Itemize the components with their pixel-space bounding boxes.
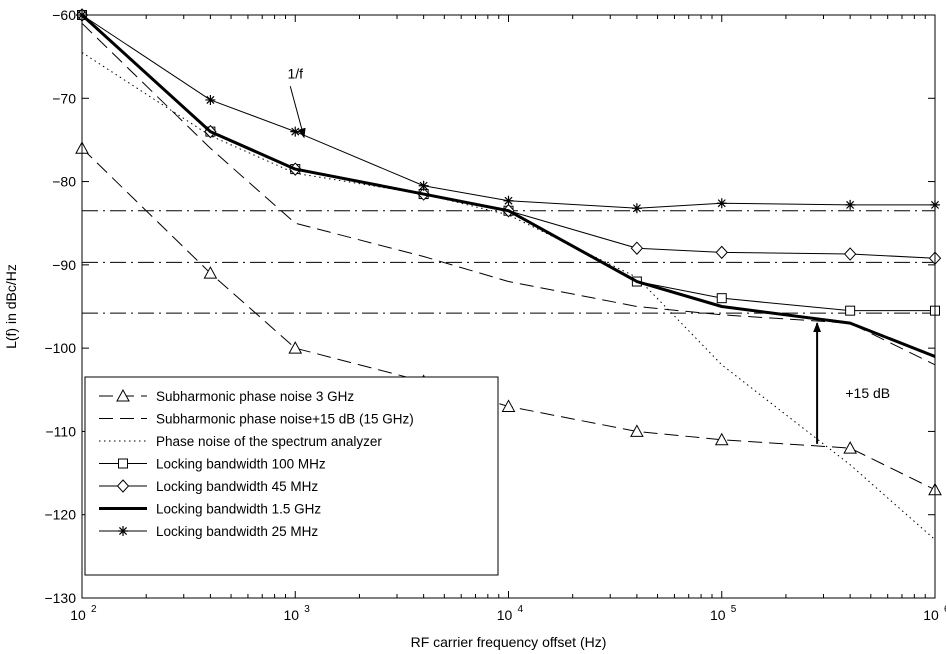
data-point: [714, 432, 729, 446]
legend-label: Locking bandwidth 25 MHz: [156, 524, 318, 539]
x-tick-label: 10: [710, 607, 726, 623]
legend-label: Subharmonic phase noise+15 dB (15 GHz): [156, 412, 414, 427]
data-point: [205, 94, 216, 105]
data-point: [843, 247, 857, 261]
series-line: [81, 14, 935, 312]
series-7: [77, 10, 940, 214]
data-point: [203, 266, 218, 279]
y-tick-label: −120: [44, 507, 76, 523]
y-tick-label: −110: [46, 423, 77, 439]
y-tick-label: −90: [52, 257, 76, 273]
y-tick-label: −60: [52, 7, 76, 23]
x-tick-exponent: 5: [731, 604, 737, 615]
legend-marker: [118, 526, 128, 536]
annotations: 1/f +15 dB: [287, 65, 890, 444]
legend-label: Locking bandwidth 1.5 GHz: [156, 502, 321, 517]
legend-label: Phase noise of the spectrum analyzer: [156, 434, 382, 449]
series-line: [81, 52, 936, 541]
legend-entry-1: Subharmonic phase noise 3 GHz: [99, 388, 354, 404]
legend-marker: [116, 388, 130, 402]
data-point: [503, 195, 514, 206]
x-tick-label: 10: [497, 607, 513, 623]
series-line: [81, 14, 935, 209]
data-point: [716, 293, 727, 304]
data-point: [288, 341, 303, 354]
data-point: [843, 441, 857, 454]
data-point: [716, 198, 727, 209]
y-tick-label: −70: [52, 90, 76, 106]
x-tick-label: 10: [923, 607, 939, 623]
x-axis-title: RF carrier frequency offset (Hz): [411, 634, 607, 650]
legend-marker: [118, 458, 128, 469]
data-point: [630, 424, 644, 437]
legend-label: Subharmonic phase noise 3 GHz: [156, 389, 354, 404]
y-axis-title: L(f) in dBc/Hz: [3, 264, 19, 349]
series-2: [81, 22, 936, 366]
y-tick-label: −130: [44, 590, 76, 606]
legend-entry-3: Phase noise of the spectrum analyzer: [99, 434, 382, 449]
legend-box: [84, 376, 499, 576]
data-point: [845, 199, 856, 210]
legend-entry-6: Locking bandwidth 1.5 GHz: [99, 502, 321, 517]
series-line: [80, 13, 936, 358]
x-tick-label: 10: [283, 607, 299, 623]
data-point: [845, 305, 856, 316]
data-point: [715, 245, 728, 260]
annotation-label-2: +15 dB: [845, 385, 890, 401]
legend-entry-7: Locking bandwidth 25 MHz: [99, 524, 318, 539]
x-tick-exponent: 2: [91, 604, 97, 615]
series-6: [80, 13, 936, 358]
x-tick-exponent: 3: [304, 604, 310, 615]
annotation-label-1: 1/f: [287, 65, 303, 81]
reference-lines: [82, 210, 935, 314]
legend-entry-2: Subharmonic phase noise+15 dB (15 GHz): [99, 412, 414, 427]
data-point: [630, 241, 644, 255]
data-point: [290, 126, 301, 137]
series-layer: [75, 8, 942, 541]
series-3: [81, 52, 936, 541]
legend-entry-5: Locking bandwidth 45 MHz: [99, 479, 318, 494]
y-tick-label: −100: [44, 340, 76, 356]
series-line: [81, 22, 936, 366]
data-point: [418, 180, 429, 191]
legend-label: Locking bandwidth 45 MHz: [156, 479, 318, 494]
legend-entry-4: Locking bandwidth 100 MHz: [99, 457, 326, 472]
legend-marker: [116, 479, 130, 493]
x-tick-exponent: 4: [518, 604, 524, 615]
x-tick-label: 10: [70, 607, 86, 623]
data-point: [631, 203, 642, 214]
annotation-arrow-1: [289, 86, 306, 139]
legend: Subharmonic phase noise 3 GHz Subharmonic…: [84, 376, 499, 576]
legend-label: Locking bandwidth 100 MHz: [156, 457, 326, 472]
x-tick-exponent: 6: [944, 604, 946, 615]
data-point: [501, 399, 516, 412]
y-tick-label: −80: [52, 174, 76, 190]
